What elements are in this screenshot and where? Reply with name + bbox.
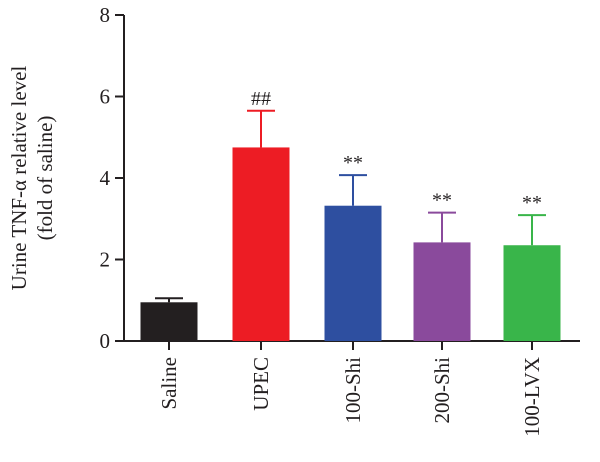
labels: Urine TNF-α relative level (fold of salin… bbox=[7, 66, 544, 437]
bars bbox=[140, 109, 561, 341]
bar bbox=[503, 245, 561, 341]
category-label: UPEC bbox=[249, 357, 273, 411]
significance-label: ** bbox=[522, 192, 542, 214]
y-tick-label: 6 bbox=[100, 85, 111, 109]
y-tick-label: 0 bbox=[100, 329, 111, 353]
bar bbox=[140, 302, 198, 341]
y-tick-label: 2 bbox=[100, 248, 111, 272]
significance-label: ** bbox=[343, 152, 363, 174]
bar bbox=[324, 205, 382, 341]
y-axis-label-line1: Urine TNF-α relative level bbox=[7, 66, 31, 291]
y-tick-label: 8 bbox=[100, 3, 111, 27]
category-label: 100-LVX bbox=[520, 357, 544, 437]
significance-label: ## bbox=[251, 88, 271, 110]
category-label: Saline bbox=[157, 357, 181, 410]
category-label: 100-Shi bbox=[341, 357, 365, 424]
significance-label: ** bbox=[432, 190, 452, 212]
bar bbox=[413, 242, 471, 341]
category-label: 200-Shi bbox=[430, 357, 454, 424]
y-tick-label: 4 bbox=[100, 166, 111, 190]
y-axis-label-line2: (fold of saline) bbox=[33, 116, 57, 241]
bar bbox=[232, 147, 290, 341]
